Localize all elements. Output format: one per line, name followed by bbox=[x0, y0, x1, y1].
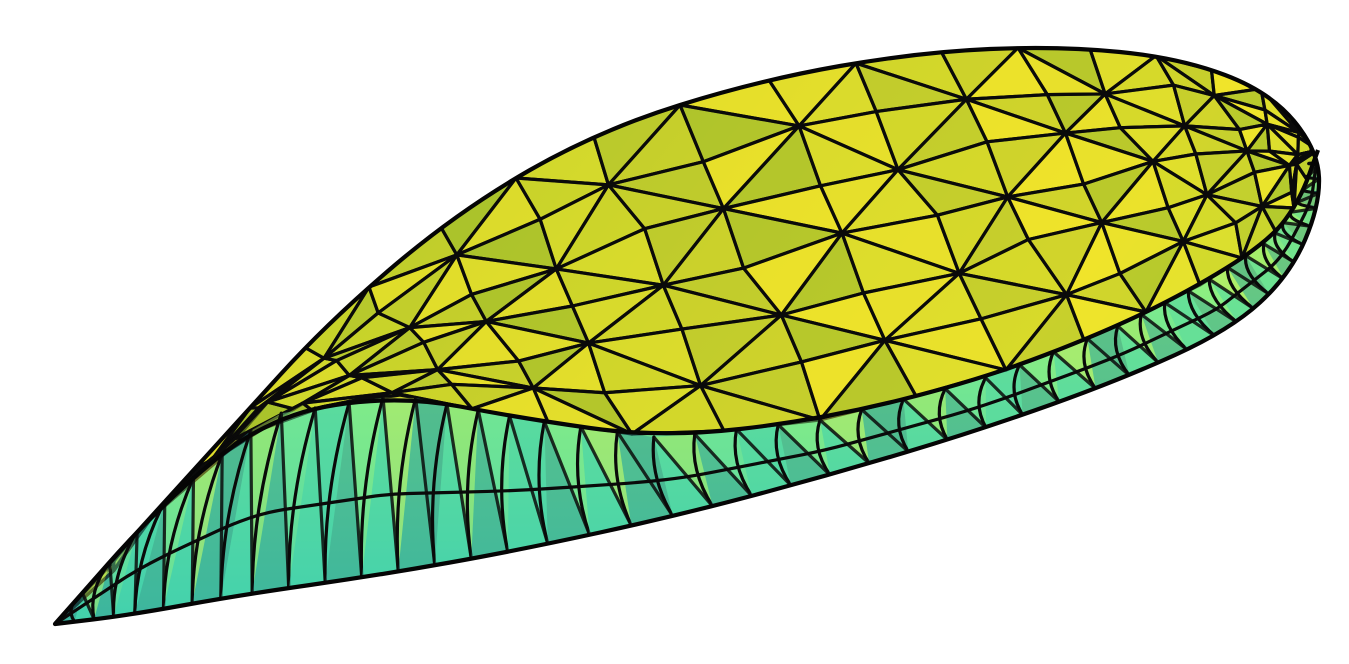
mesh-edge bbox=[219, 452, 224, 601]
mesh-triangle bbox=[434, 404, 472, 566]
rim-edge bbox=[53, 149, 1320, 626]
mesh-edge bbox=[1225, 265, 1271, 296]
mesh-triangle bbox=[507, 416, 548, 553]
mesh-triangle bbox=[1117, 326, 1159, 376]
mesh-edge bbox=[80, 591, 96, 621]
mesh-edge bbox=[347, 401, 364, 580]
mesh-edge bbox=[856, 407, 871, 465]
mesh-edge bbox=[542, 419, 592, 537]
mesh-triangle bbox=[113, 530, 138, 617]
mesh-triangle bbox=[820, 420, 870, 475]
mesh-triangle bbox=[192, 454, 223, 604]
mesh-edge bbox=[445, 402, 473, 561]
mesh-triangle bbox=[1053, 351, 1096, 402]
mesh-edge bbox=[1163, 301, 1218, 339]
top-triangles bbox=[55, 48, 1320, 624]
mesh-triangle bbox=[861, 399, 909, 452]
mesh-triangle bbox=[1188, 290, 1238, 337]
mesh-edge bbox=[1273, 231, 1305, 247]
mesh-triangle bbox=[1019, 364, 1060, 415]
side-mid-edge bbox=[55, 148, 1320, 624]
mesh-triangle bbox=[1227, 267, 1270, 309]
mesh-edge bbox=[615, 430, 675, 519]
mesh-triangle bbox=[252, 413, 289, 594]
mesh-edge bbox=[776, 423, 832, 477]
surface-body bbox=[52, 45, 1322, 627]
mesh-edge bbox=[1051, 350, 1098, 391]
mesh-edge bbox=[108, 560, 116, 619]
mesh-edge bbox=[943, 387, 988, 430]
mesh-triangle bbox=[288, 408, 326, 589]
mesh-triangle bbox=[398, 398, 435, 572]
mesh-edge bbox=[414, 396, 437, 567]
mesh-edge bbox=[1281, 221, 1313, 228]
mesh-edge bbox=[1017, 363, 1061, 404]
mesh-triangle bbox=[903, 388, 948, 440]
mesh-edge bbox=[937, 387, 949, 442]
mesh-triangle bbox=[945, 377, 987, 428]
mesh-edge bbox=[652, 435, 715, 508]
mesh-edge bbox=[507, 414, 550, 546]
surface-outline bbox=[52, 45, 1322, 627]
mesh-edge bbox=[1085, 337, 1132, 378]
mesh-edge bbox=[734, 427, 793, 488]
mesh-edge bbox=[818, 418, 871, 465]
mesh-edge bbox=[1244, 254, 1287, 282]
mesh-triangle bbox=[250, 413, 282, 594]
mesh-triangle bbox=[1164, 302, 1216, 350]
mesh-edge bbox=[1139, 312, 1189, 352]
mesh-triangle bbox=[325, 402, 362, 583]
mesh-triangle bbox=[134, 501, 165, 615]
mesh-triangle bbox=[192, 454, 223, 604]
mesh-edge bbox=[901, 397, 949, 442]
mesh-edge bbox=[476, 408, 510, 554]
mesh-triangle bbox=[985, 377, 1023, 428]
mesh-edge bbox=[1262, 242, 1297, 265]
mesh-triangle bbox=[220, 430, 251, 599]
mesh-edge bbox=[249, 429, 254, 595]
mesh-edge bbox=[693, 432, 754, 498]
mesh-edge bbox=[897, 397, 910, 454]
mesh-edge bbox=[381, 396, 400, 574]
mesh-triangle bbox=[109, 530, 138, 617]
mesh-edge bbox=[984, 376, 1025, 417]
mesh-triangle bbox=[163, 477, 194, 609]
mesh-triangle bbox=[985, 364, 1023, 415]
mesh-triangle bbox=[1087, 338, 1130, 389]
mesh-triangle bbox=[1209, 279, 1254, 323]
mesh-edge bbox=[313, 406, 327, 585]
mesh-edge bbox=[279, 411, 291, 590]
mesh-edge bbox=[860, 407, 910, 454]
mesh-triangle bbox=[861, 409, 909, 464]
mesh-triangle bbox=[1141, 314, 1187, 363]
mesh-edge bbox=[1116, 324, 1160, 365]
mesh-edge bbox=[579, 425, 633, 528]
mesh-triangle bbox=[74, 592, 95, 622]
mesh-triangle bbox=[220, 430, 253, 599]
mesh-triangle bbox=[945, 388, 987, 440]
mesh-triangle bbox=[163, 477, 194, 609]
mesh-edge bbox=[1207, 277, 1256, 311]
mesh-triangle bbox=[903, 399, 948, 452]
mesh-edge bbox=[1186, 289, 1240, 325]
mesh-triangle bbox=[471, 410, 508, 559]
mesh-triangle bbox=[361, 397, 399, 578]
mesh-triangle bbox=[1087, 326, 1130, 376]
mesh-edge bbox=[1302, 177, 1320, 191]
